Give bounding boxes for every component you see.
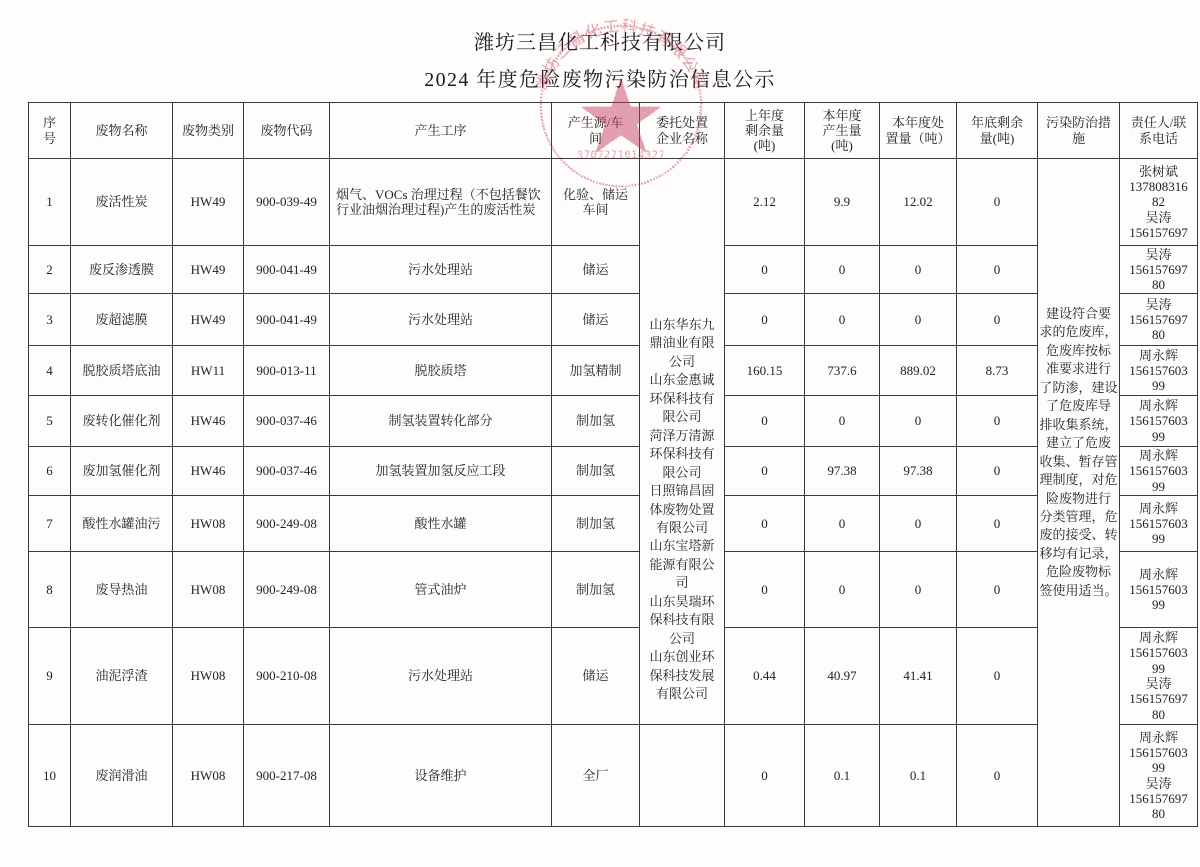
svg-text:3707271014327: 3707271014327 bbox=[577, 150, 665, 162]
